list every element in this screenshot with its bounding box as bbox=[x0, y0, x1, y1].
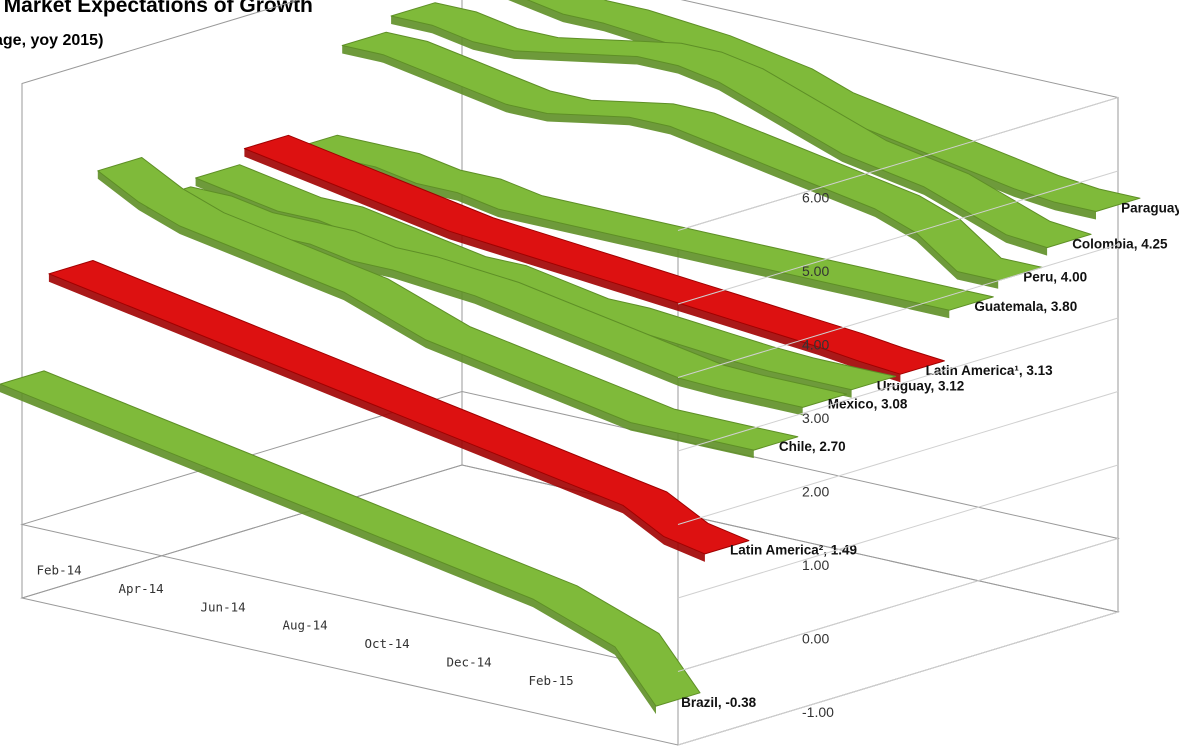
x-tick-label: Dec-14 bbox=[447, 655, 492, 670]
y-gridline bbox=[677, 317, 1119, 452]
y-gridline bbox=[677, 611, 1119, 746]
y-gridline bbox=[677, 97, 1119, 231]
y-gridline bbox=[677, 391, 1119, 525]
y-tick-label: 5.00 bbox=[802, 263, 829, 279]
y-tick-label: 4.00 bbox=[802, 336, 829, 352]
y-tick-label: 2.00 bbox=[802, 483, 829, 499]
series-label: Brazil, -0.38 bbox=[681, 695, 757, 710]
series-latin-america1 bbox=[243, 134, 945, 383]
series-label: Uruguay, 3.12 bbox=[877, 379, 965, 394]
series-ribbon-edge bbox=[293, 148, 950, 319]
x-tick-labels-group: Feb-14 Apr-14 Jun-14 Aug-14 Oct-14 Dec-14 Feb-… bbox=[37, 563, 574, 688]
x-tick-label: Feb-14 bbox=[37, 563, 82, 578]
y-tick-label: 1.00 bbox=[802, 557, 829, 573]
y-gridline bbox=[677, 170, 1119, 305]
series-labels-group: Paraguay, 4.54 Colombia, 4.25 Peru, 4.00 Gu… bbox=[681, 200, 1179, 710]
x-tick-label: Oct-14 bbox=[365, 636, 410, 651]
y-gridline bbox=[677, 464, 1119, 599]
series-ribbon-edge bbox=[48, 273, 705, 562]
series-ribbon-edge bbox=[342, 45, 999, 289]
series-label: Mexico, 3.08 bbox=[828, 396, 908, 411]
y-tick-labels-group: -1.00 0.00 1.00 2.00 3.00 4.00 5.00 6.00 bbox=[677, 97, 1119, 746]
x-tick-label: Feb-15 bbox=[529, 673, 574, 688]
y-gridline bbox=[677, 244, 1119, 378]
y-tick-label: 3.00 bbox=[802, 410, 829, 426]
series-label: Latin America², 1.49 bbox=[730, 543, 857, 558]
series-ribbon-edge bbox=[195, 178, 852, 398]
series-label: Colombia, 4.25 bbox=[1072, 236, 1168, 251]
chart-subtitle: age, yoy 2015) bbox=[0, 32, 104, 49]
series-ribbon-edge bbox=[391, 16, 1048, 256]
y-tick-label: -1.00 bbox=[802, 704, 834, 720]
chart-series-group bbox=[0, 0, 1141, 715]
series-colombia bbox=[390, 2, 1092, 256]
x-tick-label: Aug-14 bbox=[283, 618, 328, 633]
series-label: Peru, 4.00 bbox=[1023, 270, 1087, 285]
series-label: Guatemala, 3.80 bbox=[974, 299, 1077, 314]
y-tick-label: 0.00 bbox=[802, 630, 829, 646]
series-chile bbox=[97, 157, 799, 459]
y-gridline bbox=[677, 538, 1119, 672]
series-guatemala bbox=[292, 134, 994, 319]
series-ribbon-edge bbox=[244, 148, 901, 383]
series-latin-america2 bbox=[48, 260, 750, 562]
series-brazil bbox=[0, 370, 701, 715]
chart-title: . Market Expectations of Growth bbox=[0, 0, 313, 17]
y-tick-label: 6.00 bbox=[802, 189, 829, 205]
x-tick-label: Apr-14 bbox=[119, 581, 164, 596]
x-tick-label: Jun-14 bbox=[201, 599, 246, 614]
series-ribbon-edge bbox=[0, 384, 656, 715]
series-label: Chile, 2.70 bbox=[779, 439, 846, 454]
series-label: Paraguay, 4.54 bbox=[1121, 200, 1179, 215]
